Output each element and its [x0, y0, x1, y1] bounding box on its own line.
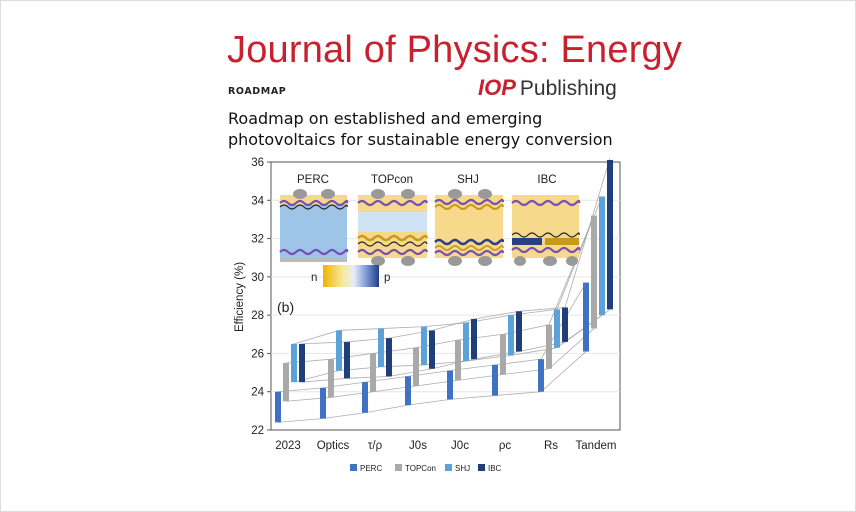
y-tick-label: 22 [251, 425, 264, 437]
y-axis-label: Efficiency (%) [234, 262, 246, 332]
bar-perc-4 [447, 370, 453, 400]
panel-label: (b) [277, 299, 294, 315]
x-category-label: J0c [451, 440, 469, 452]
bar-topcon-1 [328, 359, 334, 398]
bar-shj-3 [421, 326, 427, 365]
doping-label-p: p [384, 272, 390, 284]
article-type-label: ROADMAP [228, 86, 287, 97]
device-structures-inset: PERC TOPcon SHJ IBC n p [279, 174, 581, 287]
bar-topcon-0 [283, 363, 289, 402]
paper-title: Roadmap on established and emerging phot… [228, 109, 613, 149]
bar-topcon-6 [546, 324, 552, 369]
legend-swatch-topcon [395, 464, 402, 471]
trend-line-perc-bottom [277, 351, 587, 423]
bar-shj-1 [336, 330, 342, 371]
publisher-logo: IOP Publishing [478, 75, 617, 100]
bar-ibc-4 [471, 318, 477, 360]
bar-topcon-7 [591, 215, 597, 329]
structure-label-ibc: IBC [537, 174, 556, 186]
bar-topcon-2 [370, 353, 376, 392]
bar-shj-6 [554, 309, 560, 348]
y-tick-label: 34 [251, 195, 264, 207]
legend-label-shj: SHJ [455, 464, 470, 473]
legend-label-perc: PERC [360, 464, 382, 473]
doping-label-n: n [311, 272, 317, 284]
bar-marks [275, 160, 613, 423]
doping-gradient-bar [323, 265, 379, 287]
bar-ibc-7 [607, 160, 613, 310]
x-category-label: J0s [409, 440, 427, 452]
legend-swatch-shj [445, 464, 452, 471]
x-category-label: ρc [499, 440, 512, 452]
x-category-label: τ/ρ [368, 440, 383, 452]
bar-ibc-5 [516, 311, 522, 352]
bar-ibc-1 [344, 341, 350, 379]
bar-perc-6 [538, 359, 544, 392]
y-axis-ticks: 22 24 26 28 30 32 34 36 [251, 157, 271, 437]
bar-perc-5 [492, 364, 498, 396]
x-category-label: Rs [544, 440, 558, 452]
x-category-label: Optics [317, 440, 350, 452]
bar-topcon-5 [500, 334, 506, 375]
legend-swatch-perc [350, 464, 357, 471]
shj-schematic [434, 189, 505, 266]
publisher-brand: IOP [478, 75, 516, 100]
x-axis-categories: 2023 Optics τ/ρ J0s J0c ρc Rs Tandem [275, 440, 616, 452]
bar-topcon-4 [455, 340, 461, 381]
bar-ibc-0 [299, 343, 305, 383]
y-tick-label: 36 [251, 157, 264, 169]
journal-title: Journal of Physics: Energy [227, 29, 683, 71]
x-category-label: 2023 [275, 440, 301, 452]
bar-topcon-3 [413, 347, 419, 386]
bar-perc-0 [275, 391, 281, 423]
bar-shj-2 [378, 328, 384, 367]
y-tick-label: 32 [251, 234, 264, 246]
publisher-word: Publishing [519, 77, 617, 100]
structure-label-perc: PERC [297, 174, 329, 186]
chart-legend: PERC TOPCon SHJ IBC [350, 464, 502, 473]
bar-ibc-3 [429, 330, 435, 369]
perc-schematic [279, 189, 349, 262]
legend-label-topcon: TOPCon [405, 464, 436, 473]
structure-label-topcon: TOPcon [371, 174, 413, 186]
bar-perc-2 [362, 382, 368, 413]
bar-shj-7 [599, 196, 605, 316]
bar-perc-1 [320, 387, 326, 419]
bar-ibc-6 [562, 307, 568, 342]
bar-shj-4 [463, 322, 469, 362]
bar-shj-5 [508, 315, 514, 356]
x-category-label: Tandem [576, 440, 617, 452]
legend-label-ibc: IBC [488, 464, 502, 473]
bar-ibc-2 [386, 338, 392, 377]
y-tick-label: 28 [251, 310, 264, 322]
bar-perc-3 [405, 376, 411, 406]
topcon-schematic [357, 189, 429, 266]
structure-label-shj: SHJ [457, 174, 479, 186]
y-tick-label: 30 [251, 272, 264, 284]
bar-perc-7 [583, 282, 589, 352]
trend-line-shj-top [293, 196, 603, 345]
y-tick-label: 26 [251, 348, 264, 360]
y-tick-label: 24 [251, 387, 264, 399]
ibc-schematic [511, 195, 581, 266]
trend-line-ibc-top [301, 158, 611, 345]
bar-shj-0 [291, 343, 297, 383]
legend-swatch-ibc [478, 464, 485, 471]
